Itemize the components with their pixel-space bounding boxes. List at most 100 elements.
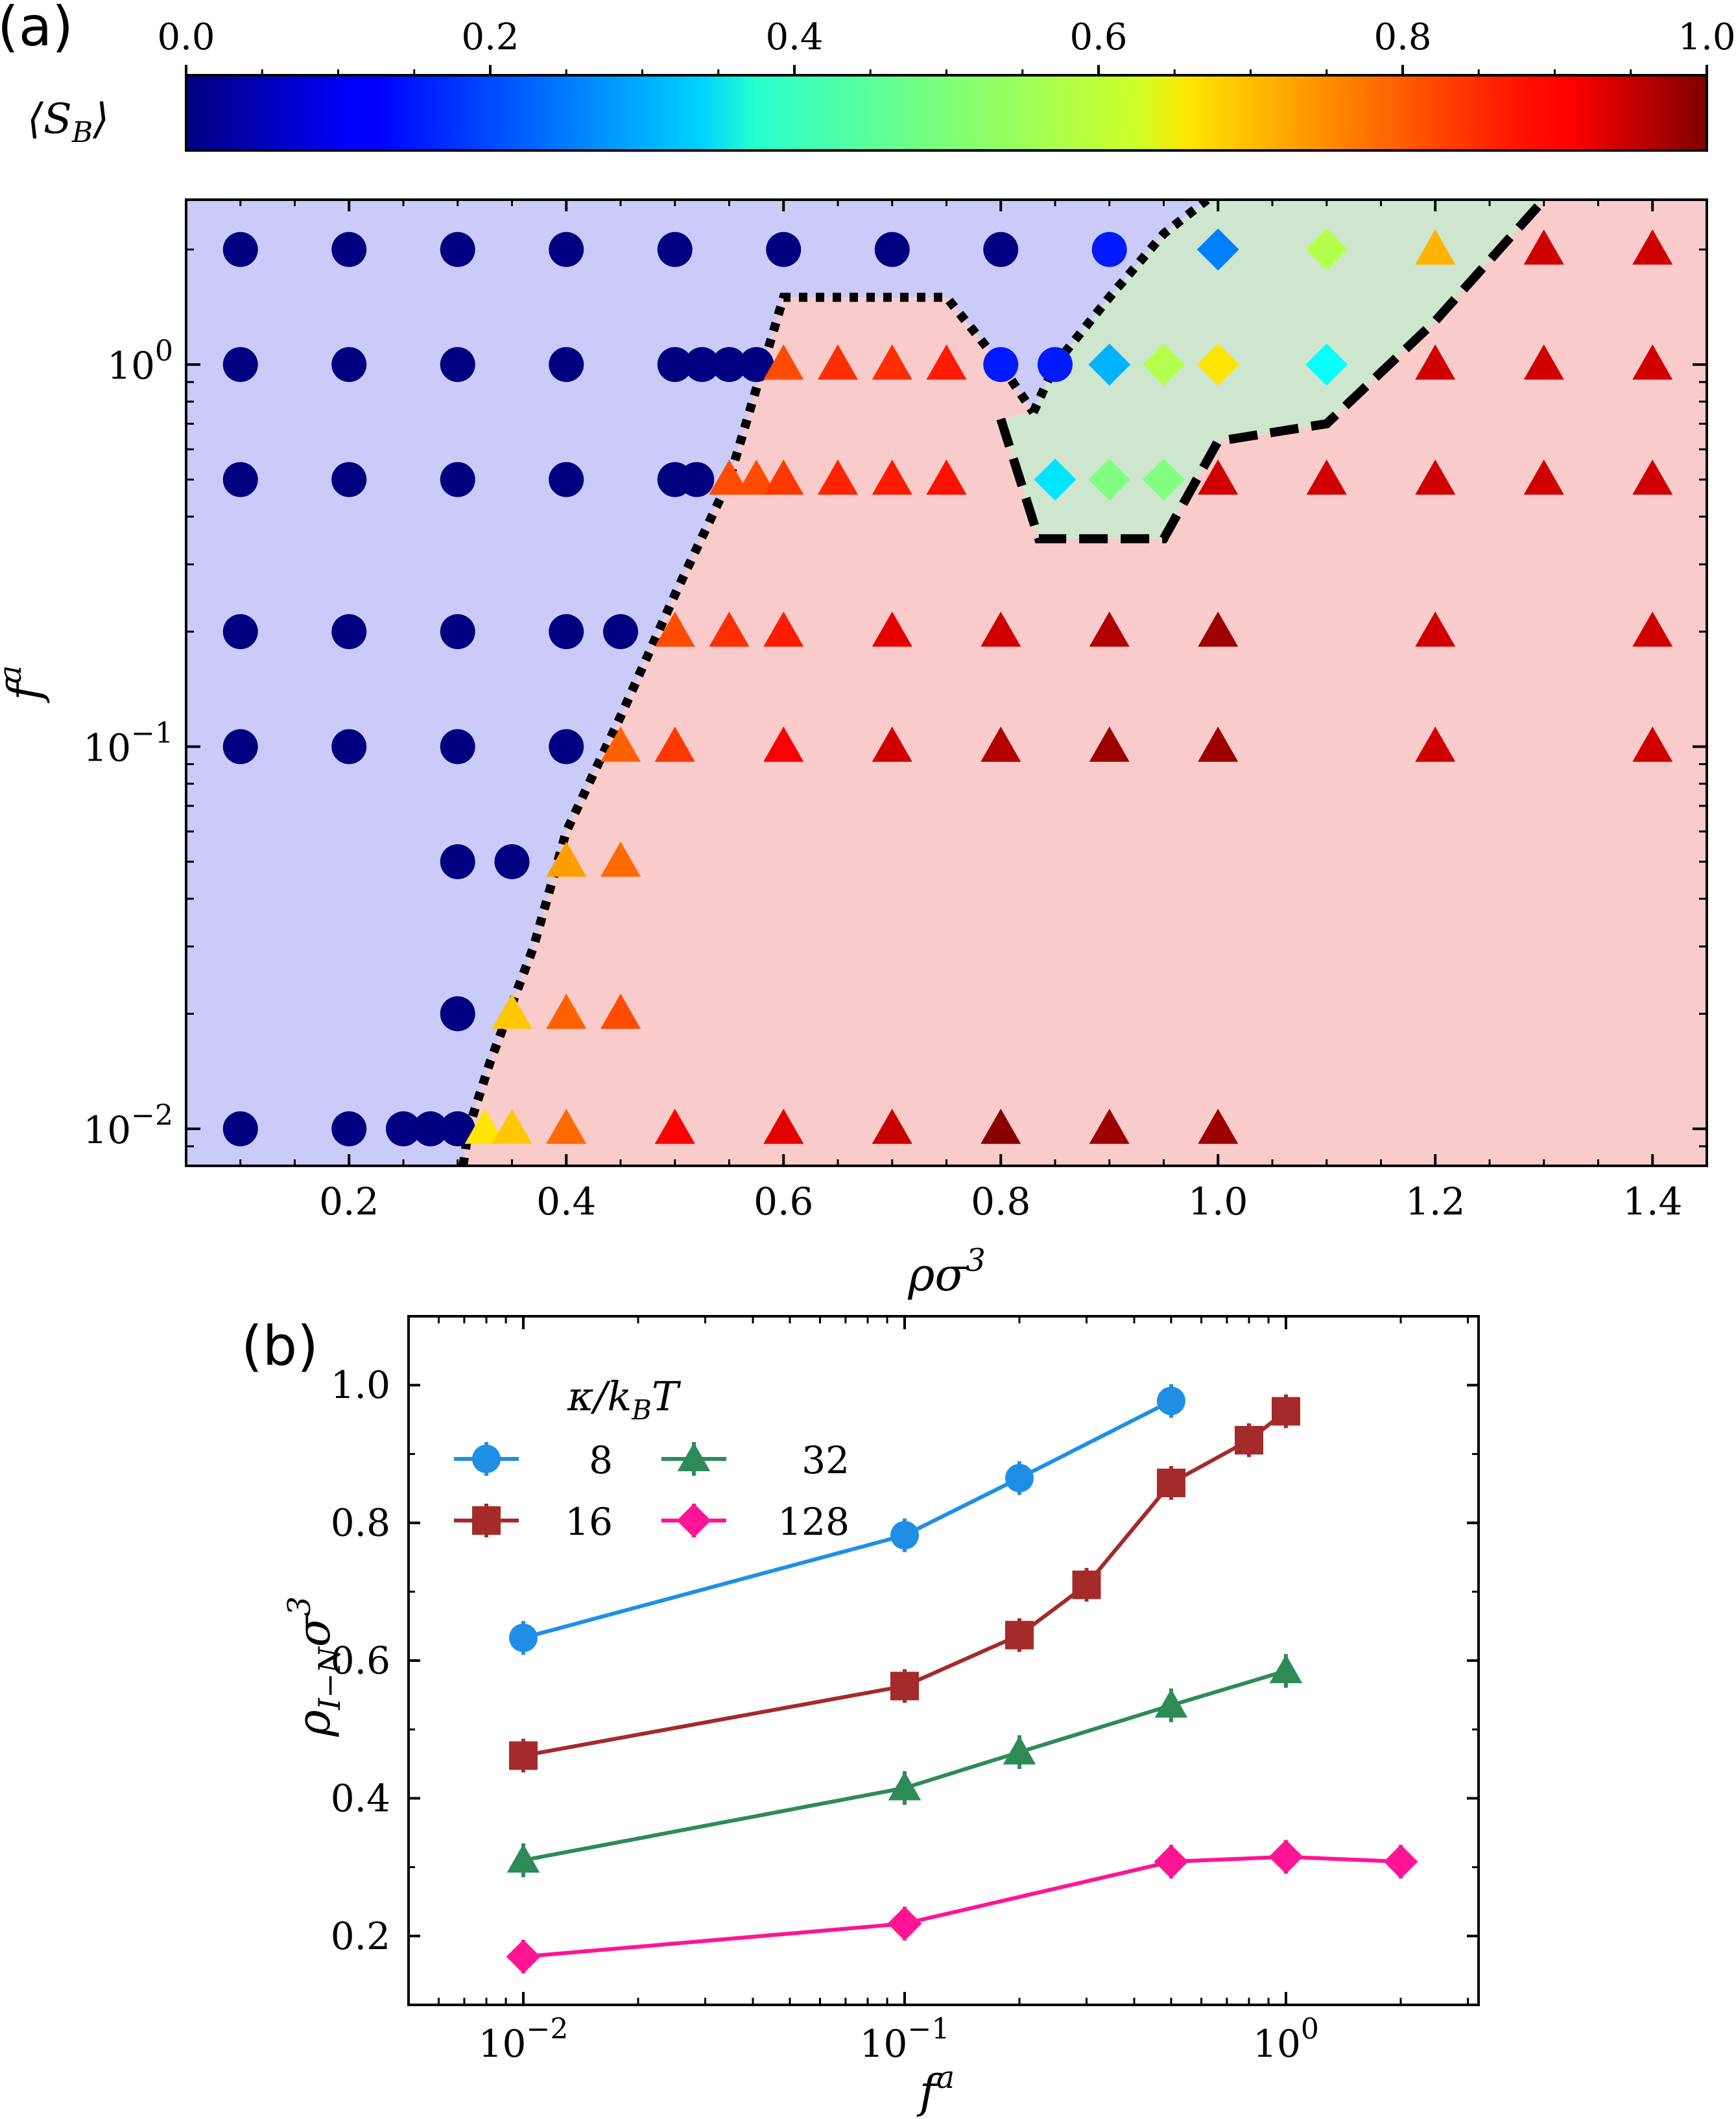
point-triangle [492,993,532,1029]
isotropic-nematic-boundary [458,292,1038,1166]
colorbar: 0.0 0.2 0.4 0.6 0.8 1.0 ⟨SB⟩ [27,16,1736,152]
colorbar-tick-label: 0.6 [1069,16,1127,58]
axes-a-xlabel: ρσ3 [907,1242,985,1301]
x-tick-label: 1.0 [1188,1179,1248,1224]
point-triangle [600,993,641,1029]
legend-items: 8 16 32 128 [454,1438,850,1544]
data-point-circle [509,1623,538,1652]
series-8 [509,1384,1185,1655]
legend-label: 8 [589,1438,613,1482]
series-line [523,1854,1401,1959]
colorbar-tick-label: 0.4 [765,16,823,58]
point-triangle [872,459,912,495]
panel-a-label: (a) [0,0,73,58]
y-tick-label: 10−2 [83,1099,173,1152]
point-triangle [1198,726,1239,762]
panel-b: 0.2 0.4 0.6 0.8 1.0 10−2 10−1 100 fa ρI−Nσ3 κ/k… [281,1315,1480,2118]
point-circle [679,462,715,497]
point-circle [766,231,802,267]
axes-b-xlabel: fa [916,2059,955,2118]
point-circle [739,347,774,383]
axes-b-ticks: 0.2 0.4 0.6 0.8 1.0 10−2 10−1 100 [331,1315,1479,2066]
series-line [523,1399,1172,1640]
point-triangle [1089,611,1130,647]
colorbar-tick-label: 0.2 [461,16,519,58]
point-triangle [654,1108,695,1144]
point-diamond [1305,228,1348,271]
point-triangle [1632,726,1673,762]
x-tick-label: 1.4 [1623,1179,1682,1224]
point-circle [331,1111,367,1146]
point-circle [222,729,258,764]
axes-a-ticks: 0.2 0.4 0.6 0.8 1.0 1.2 1.4 10−2 10−1 100 [83,200,1707,1224]
legend-label: 16 [565,1500,613,1544]
point-circle [440,996,475,1032]
point-triangle [654,726,695,762]
point-triangle [1415,229,1456,265]
point-triangle [709,459,750,495]
point-triangle [709,611,750,647]
point-circle [222,462,258,497]
point-triangle [1523,344,1564,380]
point-triangle [1198,459,1239,495]
axes-b-ylabel: ρI−Nσ3 [281,1596,347,1737]
legend-marker-diamond [676,1503,711,1538]
colorbar-tick-label: 0.8 [1373,16,1431,58]
legend: κ/kBT 8 16 32 128 [454,1373,850,1544]
point-circle [1038,347,1073,383]
data-point-square [1271,1397,1300,1426]
point-triangle [1523,229,1564,265]
point-triangle [1632,229,1673,265]
point-circle [331,729,367,764]
point-triangle [1089,1108,1130,1144]
data-point-square [1072,1570,1101,1600]
point-triangle [654,611,695,647]
point-triangle [492,1108,532,1144]
point-triangle [981,1108,1021,1144]
point-triangle [736,459,777,495]
point-diamond [1088,343,1131,386]
point-circle [983,231,1019,267]
colorbar-ticks: 0.0 0.2 0.4 0.6 0.8 1.0 [157,16,1736,75]
point-circle [549,347,584,383]
point-circle [222,1111,258,1146]
colorbar-gradient [185,74,1708,152]
point-diamond [1034,458,1076,501]
x-tick-label: 100 [1253,2013,1319,2066]
point-circle [983,347,1019,383]
point-triangle [1632,344,1673,380]
point-diamond [1143,343,1185,386]
point-circle [494,844,530,879]
point-circle [549,231,584,267]
y-tick-label: 0.8 [331,1501,390,1545]
point-triangle [1415,726,1456,762]
nematic-region [463,200,1707,1166]
y-tick-label: 100 [107,335,173,388]
point-circle [440,614,475,650]
point-circle [222,231,258,267]
point-triangle [763,726,804,762]
point-triangle [763,344,804,380]
order-parameter-points [222,228,1673,1146]
point-circle [549,729,584,764]
series-32 [506,1653,1303,1877]
point-diamond [1305,343,1348,386]
point-circle [711,347,747,383]
point-triangle [926,459,967,495]
legend-marker-triangle [677,1442,711,1471]
colorbar-tick-label: 0.0 [157,16,215,58]
point-triangle [1198,1108,1239,1144]
data-point-triangle [1269,1654,1303,1683]
point-triangle [817,459,859,495]
point-triangle [464,1108,505,1144]
legend-label: 32 [802,1438,850,1482]
point-circle [684,347,720,383]
point-circle [222,614,258,650]
data-point-diamond [506,1939,541,1974]
colorbar-tick-label: 1.0 [1678,16,1735,58]
data-point-diamond [887,1906,922,1941]
series-16 [509,1394,1300,1773]
legend-label: 128 [778,1500,850,1544]
point-diamond [1196,228,1239,271]
